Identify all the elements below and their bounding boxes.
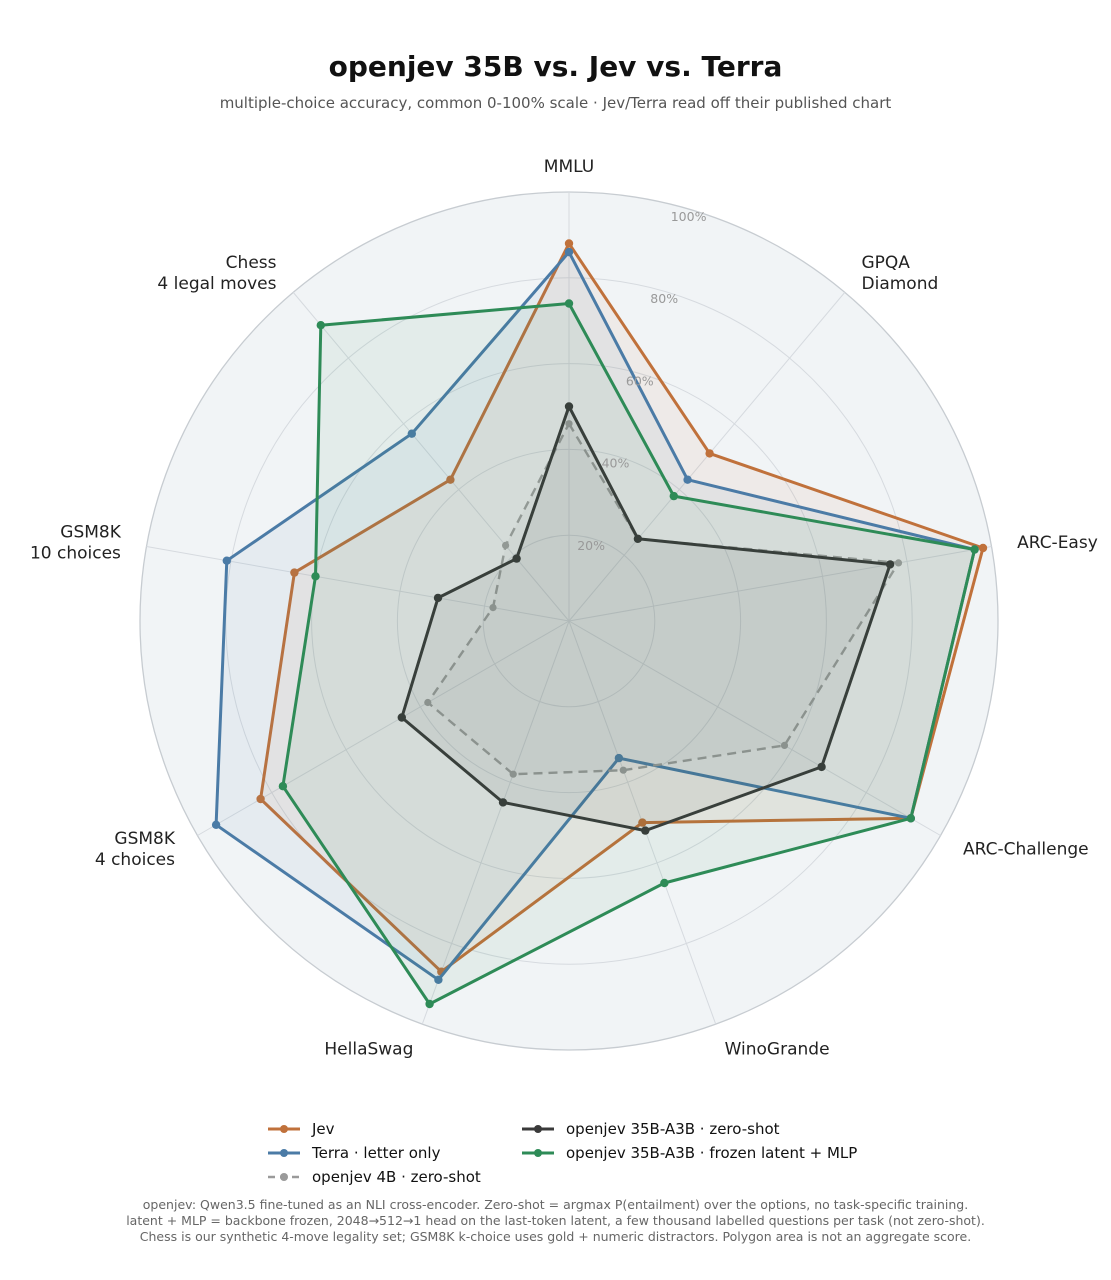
footnote-line-2: latent + MLP = backbone frozen, 2048→512… — [126, 1213, 985, 1228]
footnote-line-3: Chess is our synthetic 4-move legality s… — [139, 1229, 972, 1244]
spoke-gsm8k-10-choices — [146, 546, 570, 622]
point-jev-arc-easy — [978, 543, 988, 553]
point-openjev-35b-a3b-frozen-latent-mlp-hellaswag — [425, 999, 434, 1009]
point-openjev-4b-zero-shot-mmlu — [565, 420, 573, 428]
axis-label-mmlu: MMLU — [544, 157, 594, 177]
axis-label-gpqa-diamond: GPQA Diamond — [862, 253, 939, 294]
radar-labels: 20% 40% 60% 80% 100% MMLU GPQA Diamond ARC-Easy A… — [30, 157, 1098, 1060]
tick-label-80: 80% — [650, 291, 678, 306]
point-terra-letter-only-gpqa-diamond — [683, 475, 692, 484]
point-openjev-35b-a3b-frozen-latent-mlp-winogrande — [660, 878, 669, 888]
tick-label-60: 60% — [626, 373, 654, 388]
point-openjev-35b-a3b-zero-shot-gsm8k-4-choices — [397, 713, 406, 722]
series-line-openjev-35b-a3b-zero-shot — [400, 405, 892, 833]
spoke-chess-4-legal-moves — [292, 292, 570, 622]
point-jev-gsm8k-10-choices — [290, 568, 299, 577]
radar-chart: 20% 40% 60% 80% 100% MMLU GPQA Diamond ARC-Easy A… — [30, 157, 1098, 1060]
axis-label-hellaswag: HellaSwag — [324, 1040, 413, 1060]
point-openjev-35b-a3b-zero-shot-arc-challenge — [817, 762, 826, 772]
point-openjev-4b-zero-shot-arc-challenge — [780, 741, 789, 750]
point-jev-mmlu — [564, 239, 574, 248]
legend-item-openjev-35b-a3b-frozen-latent-mlp: openjev 35B-A3B · frozen latent + MLP — [520, 1144, 857, 1162]
legend-swatch-openjev-35b-a3b-zero-shot — [522, 1125, 554, 1133]
point-openjev-4b-zero-shot-hellaswag — [509, 770, 517, 778]
point-openjev-35b-a3b-frozen-latent-mlp-arc-easy — [970, 545, 979, 554]
point-openjev-35b-a3b-frozen-latent-mlp-gpqa-diamond — [669, 491, 678, 501]
point-openjev-35b-a3b-zero-shot-mmlu — [564, 402, 574, 411]
axis-label-arc-easy: ARC-Easy — [1017, 533, 1098, 553]
legend-swatch-openjev-4b-zero-shot — [268, 1173, 300, 1181]
point-openjev-35b-a3b-frozen-latent-mlp-arc-challenge — [906, 814, 915, 823]
chart-title: openjev 35B vs. Jev vs. Terra — [328, 50, 783, 83]
point-openjev-35b-a3b-zero-shot-gpqa-diamond — [633, 534, 643, 543]
point-jev-chess-4-legal-moves — [446, 475, 455, 484]
series-line-terra-letter-only — [214, 250, 977, 982]
legend-item-openjev-35b-a3b-zero-shot: openjev 35B-A3B · zero-shot — [520, 1120, 780, 1138]
legend-label: openjev 35B-A3B · frozen latent + MLP — [566, 1144, 858, 1162]
footnote-line-1: openjev: Qwen3.5 fine-tuned as an NLI cr… — [142, 1197, 969, 1212]
point-jev-gpqa-diamond — [705, 449, 714, 458]
spoke-arc-easy — [568, 546, 992, 622]
axis-label-winogrande: WinoGrande — [725, 1040, 830, 1060]
axis-label-chess-4-legal-moves: Chess 4 legal moves — [157, 253, 276, 294]
tick-label-20: 20% — [577, 538, 605, 553]
spoke-arc-challenge — [568, 620, 941, 836]
point-terra-letter-only-winogrande — [614, 753, 624, 763]
axis-label-gsm8k-4-choices: GSM8K 4 choices — [95, 829, 176, 870]
footnote: openjev: Qwen3.5 fine-tuned as an NLI cr… — [0, 1197, 1111, 1245]
point-openjev-35b-a3b-zero-shot-chess-4-legal-moves — [512, 554, 521, 563]
tick-label-40: 40% — [602, 456, 630, 471]
point-openjev-4b-zero-shot-gsm8k-4-choices — [424, 698, 432, 707]
point-openjev-35b-a3b-zero-shot-winogrande — [641, 826, 650, 835]
point-openjev-35b-a3b-frozen-latent-mlp-chess-4-legal-moves — [316, 321, 325, 330]
series-line-jev — [259, 242, 985, 974]
point-openjev-35b-a3b-zero-shot-hellaswag — [498, 798, 508, 807]
point-terra-letter-only-mmlu — [564, 247, 574, 257]
legend-item-openjev-4b-zero-shot: openjev 4B · zero-shot — [266, 1168, 481, 1186]
series-fill-openjev-35b-a3b-frozen-latent-mlp — [282, 303, 975, 1004]
legend-label: Jev — [312, 1120, 335, 1138]
point-jev-gsm8k-4-choices — [256, 794, 265, 804]
point-openjev-4b-zero-shot-arc-easy — [894, 559, 903, 567]
series-fill-terra-letter-only — [216, 252, 975, 980]
spoke-hellaswag — [421, 620, 570, 1025]
radar-series — [211, 239, 988, 1009]
point-terra-letter-only-gsm8k-10-choices — [222, 556, 231, 565]
point-openjev-35b-a3b-frozen-latent-mlp-gsm8k-4-choices — [278, 782, 288, 791]
spoke-gpqa-diamond — [568, 292, 846, 622]
legend-label: openjev 35B-A3B · zero-shot — [566, 1120, 780, 1138]
point-terra-letter-only-hellaswag — [434, 975, 443, 984]
series-line-openjev-4b-zero-shot — [426, 422, 900, 776]
point-openjev-4b-zero-shot-gsm8k-10-choices — [489, 604, 497, 612]
point-openjev-35b-a3b-zero-shot-gsm8k-10-choices — [433, 593, 443, 603]
series-fill-jev — [260, 243, 984, 972]
axis-label-gsm8k-10-choices: GSM8K 10 choices — [30, 523, 122, 564]
legend-item-jev: Jev — [266, 1120, 335, 1138]
point-jev-winogrande — [638, 818, 647, 827]
tick-label-100: 100% — [671, 209, 707, 224]
point-openjev-35b-a3b-frozen-latent-mlp-gsm8k-10-choices — [311, 572, 320, 581]
series-line-openjev-35b-a3b-frozen-latent-mlp — [281, 302, 977, 1006]
point-openjev-35b-a3b-zero-shot-arc-easy — [885, 560, 895, 569]
legend-swatch-terra-letter-only — [268, 1149, 300, 1157]
legend-label: Terra · letter only — [312, 1144, 441, 1162]
axis-label-arc-challenge: ARC-Challenge — [963, 840, 1089, 860]
legend-item-terra-letter-only: Terra · letter only — [266, 1144, 440, 1162]
chart-subtitle: multiple-choice accuracy, common 0-100% … — [219, 94, 892, 112]
legend-label: openjev 4B · zero-shot — [312, 1168, 481, 1186]
legend-swatch-jev — [268, 1125, 300, 1133]
series-fill-openjev-4b-zero-shot — [427, 423, 899, 775]
point-terra-letter-only-chess-4-legal-moves — [407, 429, 416, 438]
point-terra-letter-only-gsm8k-4-choices — [211, 820, 221, 829]
legend-swatch-openjev-35b-a3b-frozen-latent-mlp — [522, 1149, 554, 1157]
point-openjev-4b-zero-shot-winogrande — [619, 766, 627, 774]
point-openjev-4b-zero-shot-chess-4-legal-moves — [502, 541, 510, 550]
series-fill-openjev-35b-a3b-zero-shot — [401, 406, 891, 831]
point-openjev-35b-a3b-frozen-latent-mlp-mmlu — [564, 299, 574, 308]
